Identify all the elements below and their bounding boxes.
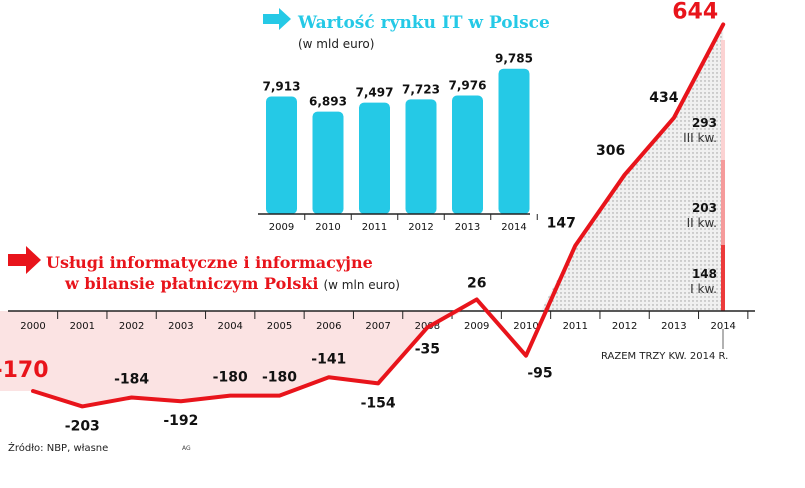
data-value-label: 306 [596,143,625,159]
arrow-right-icon [263,8,291,30]
bar-value-label: 7,723 [402,82,440,96]
bar [312,111,344,214]
line-chart-title-line1: Usługi informatyczne i informacyjne [46,253,373,272]
bar-category-label: 2013 [455,222,480,233]
line-chart-header: Usługi informatyczne i informacyjne w bi… [8,246,400,293]
year-tick-label: 2009 [464,321,489,332]
data-value-label: -35 [415,341,440,357]
data-value-label: -180 [262,370,297,386]
year-tick-label: 2002 [119,321,144,332]
bar [266,96,297,214]
quarter-value: 203 [692,201,717,215]
year-tick-label: 2007 [365,321,390,332]
quarter-label: I kw. [690,282,717,296]
bar-category-label: 2011 [362,222,387,233]
year-tick-label: 2006 [316,321,341,332]
bar-value-label: 7,497 [356,86,394,100]
author-credit: AG [182,445,191,452]
data-value-label: -95 [527,366,552,382]
data-value-label: -203 [65,418,100,434]
year-tick-label: 2001 [70,321,95,332]
quarter-band [721,40,725,160]
it-market-bar-chart: Wartość rynku IT w Polsce (w mld euro) 7… [258,8,550,233]
source-note: Źródło: NBP, własne [8,441,108,454]
year-tick-label: 2014 [710,321,735,332]
year-tick-label: 2012 [612,321,637,332]
year-tick-label: 2003 [168,321,193,332]
year-tick-label: 2004 [217,321,242,332]
bar-chart-title: Wartość rynku IT w Polsce [297,13,550,33]
bar-value-label: 7,913 [263,79,301,93]
data-value-label: 26 [467,275,486,291]
data-value-label: -154 [361,395,396,411]
quarter-value: 293 [692,116,717,130]
breakdown-note: RAZEM TRZY KW. 2014 R. [601,351,728,362]
series-line [31,22,726,409]
year-tick-label: 2010 [513,321,538,332]
data-value-label: 147 [547,216,576,232]
bar-chart-subtitle: (w mld euro) [298,37,374,51]
bar [405,99,437,214]
quarter-value: 148 [692,267,717,281]
year-tick-label: 2011 [563,321,588,332]
data-value-label: -141 [311,351,346,367]
line-chart-title-line2-text: w bilansie płatniczym Polski [64,274,318,293]
bar [452,95,483,214]
bar-category-label: 2009 [269,222,294,233]
data-value-label: 644 [672,0,718,24]
data-value-label: 434 [649,90,678,106]
bar-category-label: 2012 [408,222,433,233]
bar-value-label: 6,893 [309,95,347,109]
quarter-label: II kw. [687,216,717,230]
year-tick-label: 2013 [661,321,686,332]
data-value-label: -180 [213,370,248,386]
bar-value-label: 7,976 [449,79,487,93]
data-value-label: -192 [163,413,198,429]
data-value-label: -184 [114,371,149,387]
year-tick-label: 2005 [267,321,292,332]
arrow-right-icon [8,246,41,274]
bar-value-label: 9,785 [495,52,533,66]
quarter-band [721,160,725,245]
bar-category-label: 2014 [501,222,526,233]
bar [359,102,390,214]
line-chart-title-line2: w bilansie płatniczym Polski (w mln euro) [64,274,400,293]
line-chart-subtitle: (w mln euro) [323,278,399,292]
quarter-band [721,245,725,311]
bar-category-label: 2010 [315,222,340,233]
negative-area-fill [0,311,464,407]
data-value-label: -170 [0,358,49,383]
year-tick-label: 2000 [20,321,45,332]
quarter-label: III kw. [683,131,717,145]
bar [498,68,530,214]
